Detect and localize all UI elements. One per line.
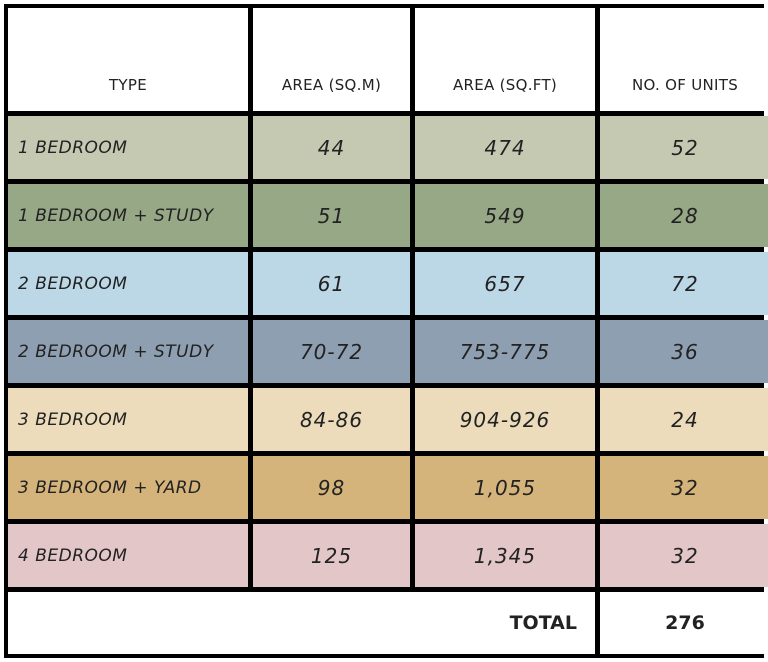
row-area-sqm: 61 xyxy=(253,252,410,315)
row-area-sqft: 753-775 xyxy=(415,320,595,383)
row-units: 52 xyxy=(600,116,768,179)
header-area-sqm: AREA (SQ.M) xyxy=(253,8,410,111)
row-area-sqm: 98 xyxy=(253,456,410,519)
row-area-sqm: 125 xyxy=(253,524,410,587)
row-area-sqm: 44 xyxy=(253,116,410,179)
header-area-sqft: AREA (SQ.FT) xyxy=(415,8,595,111)
total-label: TOTAL xyxy=(8,592,595,654)
row-area-sqft: 657 xyxy=(415,252,595,315)
row-area-sqm: 51 xyxy=(253,184,410,247)
header-type: TYPE xyxy=(8,8,248,111)
row-units: 72 xyxy=(600,252,768,315)
row-type: 1 BEDROOM xyxy=(8,116,248,179)
row-type: 2 BEDROOM + STUDY xyxy=(8,320,248,383)
row-area-sqft: 1,055 xyxy=(415,456,595,519)
row-units: 32 xyxy=(600,456,768,519)
row-area-sqft: 1,345 xyxy=(415,524,595,587)
header-units: NO. OF UNITS xyxy=(600,8,768,111)
row-units: 36 xyxy=(600,320,768,383)
total-value: 276 xyxy=(600,592,768,654)
row-type: 3 BEDROOM + YARD xyxy=(8,456,248,519)
row-area-sqft: 474 xyxy=(415,116,595,179)
row-type: 2 BEDROOM xyxy=(8,252,248,315)
unit-mix-table: TYPE AREA (SQ.M) AREA (SQ.FT) NO. OF UNI… xyxy=(4,4,768,658)
row-units: 28 xyxy=(600,184,768,247)
row-units: 24 xyxy=(600,388,768,451)
row-units: 32 xyxy=(600,524,768,587)
row-area-sqft: 904-926 xyxy=(415,388,595,451)
row-type: 4 BEDROOM xyxy=(8,524,248,587)
row-type: 3 BEDROOM xyxy=(8,388,248,451)
row-area-sqm: 70-72 xyxy=(253,320,410,383)
row-area-sqm: 84-86 xyxy=(253,388,410,451)
row-type: 1 BEDROOM + STUDY xyxy=(8,184,248,247)
row-area-sqft: 549 xyxy=(415,184,595,247)
